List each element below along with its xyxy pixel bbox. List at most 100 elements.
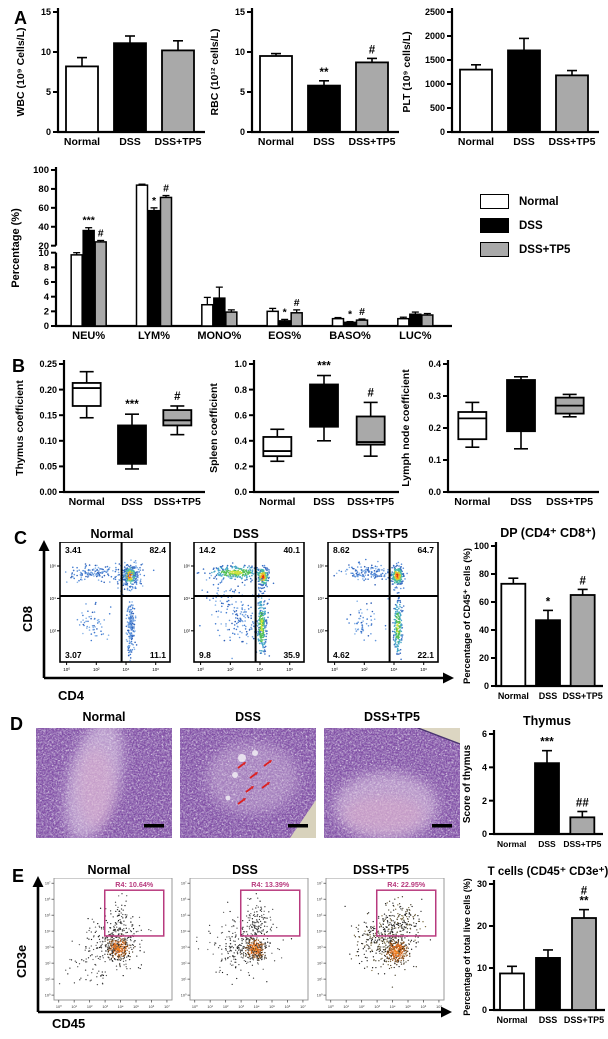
svg-text:10¹: 10¹ <box>343 1005 349 1009</box>
legend-label-dss: DSS <box>519 219 543 232</box>
svg-text:*: * <box>152 195 157 207</box>
svg-text:10⁶: 10⁶ <box>45 898 51 902</box>
svg-text:2500: 2500 <box>425 7 445 17</box>
svg-text:0.0: 0.0 <box>234 487 247 497</box>
svg-text:10³: 10³ <box>45 945 51 949</box>
svg-text:BASO%: BASO% <box>329 330 371 342</box>
svg-text:10⁴: 10⁴ <box>390 1005 396 1009</box>
thymus-score-bar-chart: 0 2 4 6 Score of thymus Normal *** DSS ## DSS+TP5… <box>458 712 606 863</box>
svg-text:10³: 10³ <box>374 1005 380 1009</box>
svg-text:10⁷: 10⁷ <box>300 1005 306 1009</box>
svg-text:10⁵: 10⁵ <box>269 1005 275 1009</box>
svg-text:10⁵: 10⁵ <box>181 914 187 918</box>
svg-text:10²: 10² <box>93 667 100 672</box>
svg-text:DSS+TP5: DSS+TP5 <box>349 136 396 148</box>
flow-plot-cd4cd8-normal: Normal 3.41 82.4 3.07 11.1 10⁰ 10² 10⁴ 10⁶ 10² 10⁴… <box>49 526 174 681</box>
svg-text:10⁷: 10⁷ <box>436 1005 442 1009</box>
histology-title-dss: DSS <box>235 710 261 724</box>
svg-text:3.07: 3.07 <box>65 650 82 660</box>
svg-text:Thymus coefficient: Thymus coefficient <box>14 380 26 476</box>
svg-text:40: 40 <box>479 625 489 635</box>
svg-text:10⁰: 10⁰ <box>328 1005 334 1009</box>
svg-text:DSS+TP5: DSS+TP5 <box>546 496 593 508</box>
svg-text:Normal: Normal <box>259 496 295 508</box>
svg-text:14.2: 14.2 <box>199 545 216 555</box>
flow-plot-title: Normal <box>87 863 131 877</box>
svg-text:NEU%: NEU% <box>72 330 105 342</box>
dp-cells-bar-chart: 0 20 40 60 80 100 Percentage of CD45⁺ cells (%… <box>458 524 606 715</box>
svg-text:82.4: 82.4 <box>149 545 166 555</box>
t-cells-bar-chart: 0 10 20 30 Percentage of total live cells (%… <box>458 862 608 1039</box>
svg-text:DSS: DSS <box>313 496 335 508</box>
histology-title-dss-tp5: DSS+TP5 <box>364 710 420 724</box>
flow-plot-cd45cd3e-normal: Normal R4: 10.64% 10⁰ 10⁰ 10¹ 10¹ 10² 10² 10³ 10³… <box>44 862 174 1019</box>
svg-text:10: 10 <box>235 47 245 57</box>
bar-chart-svg: 0 2 4 6 Score of thymus Normal *** DSS ## DSS+TP5… <box>462 714 603 849</box>
svg-text:10³: 10³ <box>317 945 323 949</box>
svg-text:10⁵: 10⁵ <box>405 1005 411 1009</box>
box-plot-svg: 0.0 0.1 0.2 0.3 0.4 Lymph node coefficient Nor… <box>400 359 599 508</box>
svg-text:Normal: Normal <box>496 1015 527 1025</box>
svg-text:DSS+TP5: DSS+TP5 <box>549 136 596 148</box>
svg-text:DSS: DSS <box>538 839 556 849</box>
svg-text:10⁰: 10⁰ <box>181 993 187 997</box>
svg-text:Thymus: Thymus <box>523 714 571 728</box>
svg-text:10⁴: 10⁴ <box>45 929 51 933</box>
histology-svg <box>180 728 316 838</box>
svg-text:4: 4 <box>482 763 487 773</box>
svg-text:DSS+TP5: DSS+TP5 <box>155 136 202 148</box>
wbc-bar-chart: 0 5 10 15 WBC (10⁹ Cells/L) Normal DSS DSS+TP5 <box>12 2 208 161</box>
svg-text:**: ** <box>580 896 589 908</box>
svg-text:10⁵: 10⁵ <box>133 1005 139 1009</box>
svg-text:10⁰: 10⁰ <box>192 1005 198 1009</box>
svg-text:Normal: Normal <box>497 839 526 849</box>
svg-text:0: 0 <box>240 127 245 137</box>
svg-text:10⁷: 10⁷ <box>317 882 323 886</box>
svg-text:0.10: 0.10 <box>39 436 57 446</box>
svg-text:Lymph node coefficient: Lymph node coefficient <box>400 369 412 487</box>
histology-title-normal: Normal <box>82 710 126 724</box>
svg-text:10²: 10² <box>50 628 56 633</box>
cd8-axis-label: CD8 <box>20 605 35 632</box>
svg-text:Normal: Normal <box>258 136 294 148</box>
cd45-cd3e-axis-arrows <box>32 876 452 1018</box>
svg-text:DSS: DSS <box>510 496 532 508</box>
legend-swatch-dss-tp5 <box>480 242 509 257</box>
svg-text:10⁰: 10⁰ <box>56 1005 62 1009</box>
svg-text:10⁶: 10⁶ <box>285 1005 291 1009</box>
svg-text:0: 0 <box>44 321 49 332</box>
svg-text:6: 6 <box>44 277 49 288</box>
svg-text:10²: 10² <box>359 1005 365 1009</box>
svg-text:Normal: Normal <box>64 136 100 148</box>
svg-text:*: * <box>546 596 551 608</box>
svg-text:11.1: 11.1 <box>150 650 166 660</box>
svg-text:Score of thymus: Score of thymus <box>462 744 473 823</box>
svg-text:64.7: 64.7 <box>417 545 434 555</box>
svg-text:30: 30 <box>477 879 487 889</box>
histology-image-dss-tp5 <box>324 727 461 843</box>
svg-text:0.8: 0.8 <box>234 385 247 395</box>
svg-text:10⁴: 10⁴ <box>123 667 130 672</box>
svg-text:10²: 10² <box>227 667 234 672</box>
svg-text:0.15: 0.15 <box>39 410 57 420</box>
svg-text:10⁴: 10⁴ <box>118 1005 124 1009</box>
svg-text:10⁷: 10⁷ <box>164 1005 170 1009</box>
svg-text:10²: 10² <box>317 961 323 965</box>
svg-text:DSS+TP5: DSS+TP5 <box>347 496 394 508</box>
legend: Normal DSS DSS+TP5 <box>480 194 570 266</box>
svg-text:#: # <box>359 306 365 318</box>
svg-text:LUC%: LUC% <box>399 330 432 342</box>
svg-text:80: 80 <box>479 569 489 579</box>
svg-text:10: 10 <box>477 963 487 973</box>
svg-text:10¹: 10¹ <box>45 977 51 981</box>
svg-text:5: 5 <box>46 87 51 97</box>
svg-text:10²: 10² <box>181 961 187 965</box>
svg-text:DSS: DSS <box>539 691 558 701</box>
flow-plot-cd45cd3e-dss: DSS R4: 13.39% 10⁰ 10⁰ 10¹ 10¹ 10² 10² 10³ 10³ 10⁴… <box>180 862 310 1019</box>
svg-text:10⁶: 10⁶ <box>318 564 324 569</box>
svg-text:0.2: 0.2 <box>234 462 247 472</box>
flow-quadrant-svg: 8.62 64.7 4.62 22.1 10⁰ 10² 10⁴ 10⁶ 10² 10⁴ 10⁶ <box>317 541 439 672</box>
svg-text:10⁴: 10⁴ <box>391 667 398 672</box>
svg-text:100: 100 <box>33 165 49 176</box>
svg-text:10²: 10² <box>45 961 51 965</box>
